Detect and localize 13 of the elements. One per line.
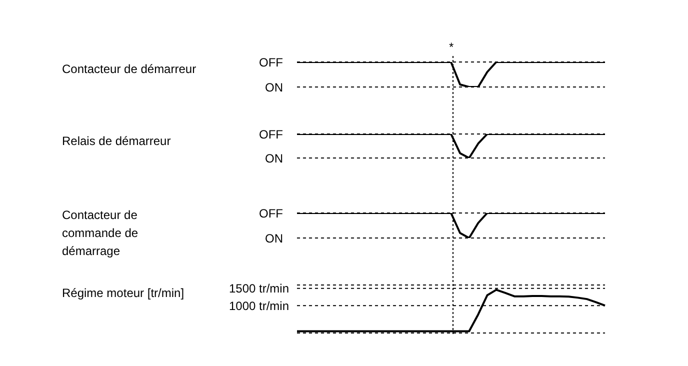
text: ON	[265, 231, 283, 246]
y-axis-title: Régime moteur [tr/min]	[62, 286, 184, 300]
y-tick-label: 1000 tr/min	[228, 298, 289, 313]
y-tick-label: 1500 tr/min	[228, 282, 289, 296]
y-axis-title: Contacteur de démarreur	[62, 61, 198, 78]
text: *	[449, 40, 454, 54]
y-axis-title: Relais de démarreur	[62, 133, 172, 150]
text: OFF	[259, 206, 283, 220]
text: ON	[265, 151, 283, 166]
text: ON	[265, 80, 283, 94]
y-axis-title: Contacteur de commande de démarrage	[62, 207, 140, 260]
text: OFF	[259, 55, 283, 70]
text: OFF	[259, 127, 283, 142]
